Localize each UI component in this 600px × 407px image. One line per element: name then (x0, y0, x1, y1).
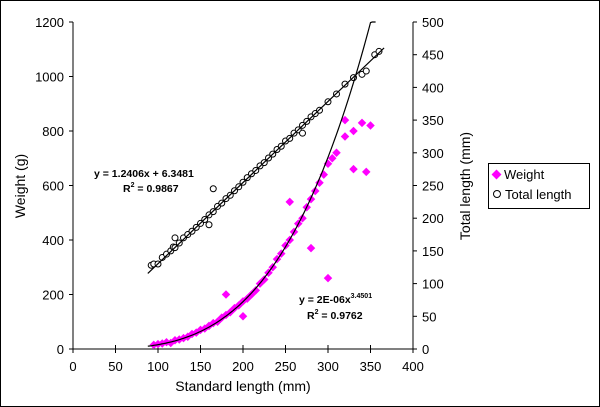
y-tick-label: 800 (42, 124, 64, 139)
legend-label: Weight (504, 166, 545, 182)
y2-tick-label: 500 (422, 15, 444, 30)
weight-point (328, 154, 337, 163)
x-axis-label: Standard length (mm) (175, 378, 310, 394)
total-length-point (171, 234, 179, 242)
x-tick-label: 400 (402, 359, 424, 374)
weight-point (340, 132, 350, 141)
total-length-point (375, 47, 383, 55)
x-tick-label: 100 (147, 359, 169, 374)
weight-point (238, 312, 248, 321)
weight-point (221, 290, 231, 299)
total-length-point (341, 80, 349, 88)
legend-item-weight: Weight (489, 164, 589, 184)
y2-tick-label: 150 (422, 244, 444, 259)
x-tick-label: 250 (275, 359, 297, 374)
y-axis-label: Weight (g) (12, 154, 28, 218)
total-length-point (362, 67, 370, 75)
weight-point (323, 273, 333, 283)
y-tick-label: 0 (57, 342, 64, 357)
y2-tick-label: 0 (422, 342, 429, 357)
y2-tick-label: 100 (422, 277, 444, 292)
x-tick-label: 350 (360, 359, 382, 374)
weight-point (357, 118, 367, 128)
y2-tick-label: 300 (422, 146, 444, 161)
weight-point (285, 197, 294, 207)
total-length-linear-trendline (147, 47, 385, 274)
weight-point (349, 126, 358, 136)
y2-axis-label: Total length (mm) (457, 132, 473, 240)
tl-fit-r2: R2 = 0.9867 (123, 182, 179, 195)
x-tick-label: 0 (69, 359, 76, 374)
y2-tick-label: 450 (422, 48, 444, 63)
y-tick-label: 400 (42, 233, 64, 248)
circle-marker-icon (493, 190, 501, 198)
y2-tick-label: 400 (422, 80, 444, 95)
y2-tick-label: 350 (422, 113, 444, 128)
x-tick-label: 200 (232, 359, 254, 374)
total-length-point (205, 221, 213, 229)
total-length-point (299, 129, 306, 137)
weight-point (340, 115, 350, 125)
weight-fit-r2: R2 = 0.9762 (307, 309, 363, 322)
weight-point (260, 275, 269, 284)
x-tick-label: 300 (317, 359, 339, 374)
tl-fit-equation: y = 1.2406x + 6.3481 (94, 168, 194, 180)
weight-point (362, 167, 371, 177)
y2-tick-label: 250 (422, 179, 444, 194)
diamond-marker-icon (491, 169, 502, 179)
y-tick-label: 600 (42, 179, 64, 194)
x-tick-label: 150 (190, 359, 212, 374)
weight-point (306, 243, 316, 253)
weight-point (366, 121, 375, 130)
y2-tick-label: 200 (422, 211, 444, 226)
y-tick-label: 200 (42, 288, 64, 303)
total-length-point (209, 185, 217, 193)
y-tick-label: 1200 (35, 15, 64, 30)
legend: Weight Total length (488, 163, 590, 209)
legend-label: Total length (505, 186, 572, 202)
weight-point (332, 148, 341, 158)
weight-point (349, 164, 358, 174)
legend-item-total-length: Total length (489, 184, 589, 204)
weight-power-trendline (147, 21, 376, 347)
x-tick-label: 50 (108, 359, 122, 374)
weight-point (251, 286, 260, 295)
weight-fit-equation: y = 2E-06x3.4501 (299, 293, 372, 306)
y2-tick-label: 50 (422, 309, 436, 324)
y-tick-label: 1000 (35, 70, 64, 85)
